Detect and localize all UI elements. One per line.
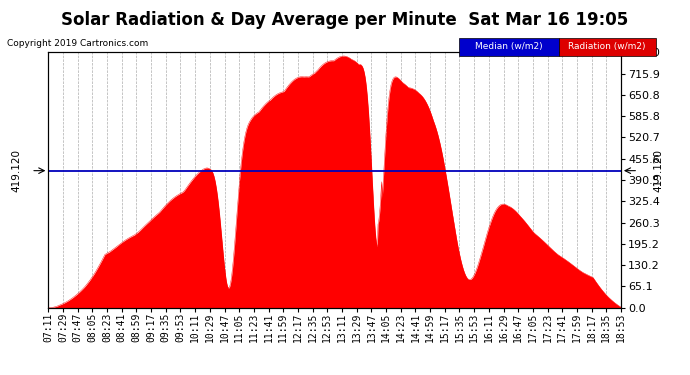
- Text: 419.120: 419.120: [12, 149, 22, 192]
- Text: Copyright 2019 Cartronics.com: Copyright 2019 Cartronics.com: [7, 39, 148, 48]
- Text: Median (w/m2): Median (w/m2): [475, 42, 542, 51]
- Text: Solar Radiation & Day Average per Minute  Sat Mar 16 19:05: Solar Radiation & Day Average per Minute…: [61, 11, 629, 29]
- Text: 419.120: 419.120: [653, 149, 663, 192]
- Text: Radiation (w/m2): Radiation (w/m2): [569, 42, 646, 51]
